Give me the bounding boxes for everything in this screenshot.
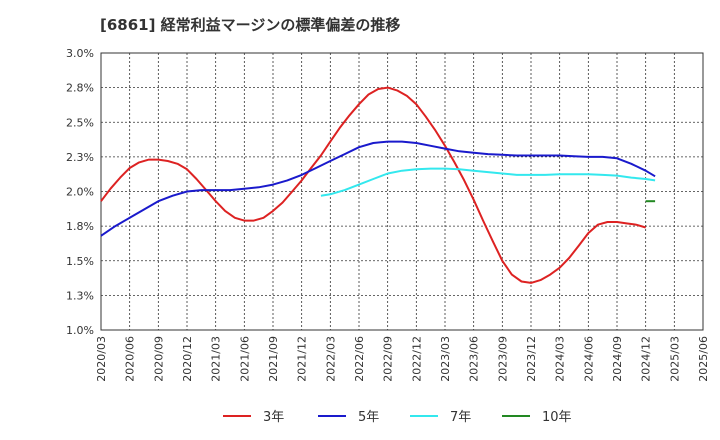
y-tick-label: 1.0% — [66, 324, 94, 337]
x-tick-label: 2024/12 — [640, 336, 653, 382]
legend-label: 10年 — [542, 410, 572, 425]
x-tick-label: 2023/06 — [468, 336, 481, 382]
chart-title: [6861] 経常利益マージンの標準偏差の推移 — [100, 16, 401, 34]
x-tick-label: 2022/03 — [324, 336, 337, 382]
series-line-7年 — [320, 167, 656, 197]
y-tick-label: 2.0% — [66, 186, 94, 199]
x-tick-label: 2024/03 — [554, 336, 567, 382]
legend-label: 5年 — [358, 410, 379, 425]
x-tick-label: 2020/12 — [181, 336, 194, 382]
legend-label: 7年 — [450, 410, 471, 425]
series-line-3年 — [100, 86, 646, 284]
y-tick-label: 2.8% — [66, 82, 94, 95]
x-tick-label: 2025/03 — [668, 336, 681, 382]
x-tick-label: 2022/12 — [410, 336, 423, 382]
y-tick-label: 1.5% — [66, 255, 94, 268]
x-tick-label: 2025/06 — [697, 336, 710, 382]
x-tick-label: 2020/03 — [95, 336, 108, 382]
y-tick-label: 2.3% — [66, 151, 94, 164]
x-tick-label: 2024/06 — [582, 336, 595, 382]
x-tick-label: 2021/03 — [210, 336, 223, 382]
legend-label: 3年 — [263, 410, 284, 425]
x-tick-label: 2023/09 — [496, 336, 509, 382]
x-tick-label: 2021/09 — [267, 336, 280, 382]
y-tick-label: 1.8% — [66, 220, 94, 233]
x-tick-label: 2022/06 — [353, 336, 366, 382]
x-tick-label: 2020/06 — [124, 336, 137, 382]
y-tick-label: 1.3% — [66, 289, 94, 302]
x-tick-label: 2022/09 — [382, 336, 395, 382]
series-line-5年 — [100, 140, 656, 237]
x-tick-label: 2023/12 — [525, 336, 538, 382]
x-tick-label: 2021/06 — [238, 336, 251, 382]
y-tick-label: 2.5% — [66, 116, 94, 129]
x-tick-label: 2021/12 — [296, 336, 309, 382]
x-tick-label: 2024/09 — [611, 336, 624, 382]
x-tick-label: 2023/03 — [439, 336, 452, 382]
y-tick-label: 3.0% — [66, 47, 94, 60]
x-tick-label: 2020/09 — [152, 336, 165, 382]
